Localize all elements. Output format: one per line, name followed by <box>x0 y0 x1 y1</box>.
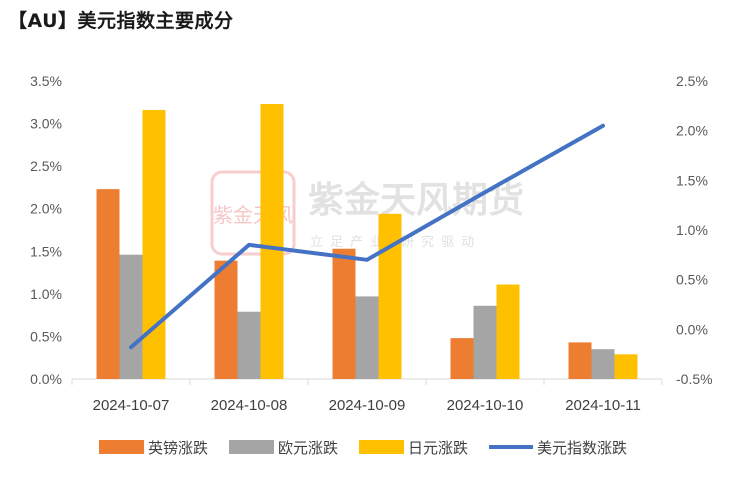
y-right-tick-label: 2.0% <box>676 123 708 139</box>
bars <box>96 103 638 379</box>
y-left-tick-label: 1.5% <box>30 243 62 259</box>
y-left-tick-label: 1.0% <box>30 286 62 302</box>
y-right-tick-label: 1.5% <box>676 172 708 188</box>
legend-swatch <box>99 440 144 454</box>
bar <box>332 248 356 379</box>
watermark-name: 紫金天风期货 <box>308 179 524 221</box>
y-right-tick-label: 1.0% <box>676 222 708 238</box>
x-category-label: 2024-10-08 <box>211 397 288 414</box>
bar <box>355 296 379 379</box>
y-right-tick-label: 0.5% <box>676 272 708 288</box>
bar <box>496 284 520 379</box>
x-category-label: 2024-10-10 <box>447 397 524 414</box>
legend-label: 美元指数涨跌 <box>537 439 627 457</box>
bar <box>260 103 284 379</box>
y-left-tick-label: 3.0% <box>30 116 62 132</box>
chart-title: 【AU】美元指数主要成分 <box>8 10 234 32</box>
x-category-label: 2024-10-07 <box>93 397 170 414</box>
bar <box>450 338 474 379</box>
bar <box>473 305 497 379</box>
y-right-tick-label: -0.5% <box>676 371 713 387</box>
y-left-tick-label: 3.5% <box>30 73 62 89</box>
legend-label: 日元涨跌 <box>408 439 468 457</box>
x-category-label: 2024-10-09 <box>329 397 406 414</box>
y-right-tick-label: 2.5% <box>676 73 708 89</box>
y-left-tick-label: 2.5% <box>30 158 62 174</box>
bar <box>119 254 143 379</box>
line-series <box>129 123 605 350</box>
legend-label: 欧元涨跌 <box>278 439 338 457</box>
watermark: 紫金天风 紫金天风期货 立足产业 研究驱动 <box>210 170 524 256</box>
legend-label: 英镑涨跌 <box>148 439 208 457</box>
y-left-tick-label: 0.0% <box>30 371 62 387</box>
bar <box>378 213 402 379</box>
bar <box>614 354 638 379</box>
legend: 英镑涨跌 欧元涨跌 日元涨跌 美元指数涨跌 <box>99 439 627 457</box>
bar <box>591 349 615 379</box>
y-left-tick-label: 0.5% <box>30 328 62 344</box>
y-right-tick-label: 0.0% <box>676 321 708 337</box>
bar <box>214 260 238 379</box>
x-category-label: 2024-10-11 <box>565 397 641 414</box>
bar <box>96 189 120 379</box>
bar <box>142 109 166 379</box>
axes: 0.0% 0.5% 1.0% 1.5% 2.0% 2.5% 3.0% 3.5% -0.5% 0.0… <box>30 73 713 414</box>
legend-swatch <box>229 440 274 454</box>
legend-swatch <box>359 440 404 454</box>
bar <box>568 342 592 379</box>
y-left-tick-label: 2.0% <box>30 201 62 217</box>
bar <box>237 311 261 379</box>
